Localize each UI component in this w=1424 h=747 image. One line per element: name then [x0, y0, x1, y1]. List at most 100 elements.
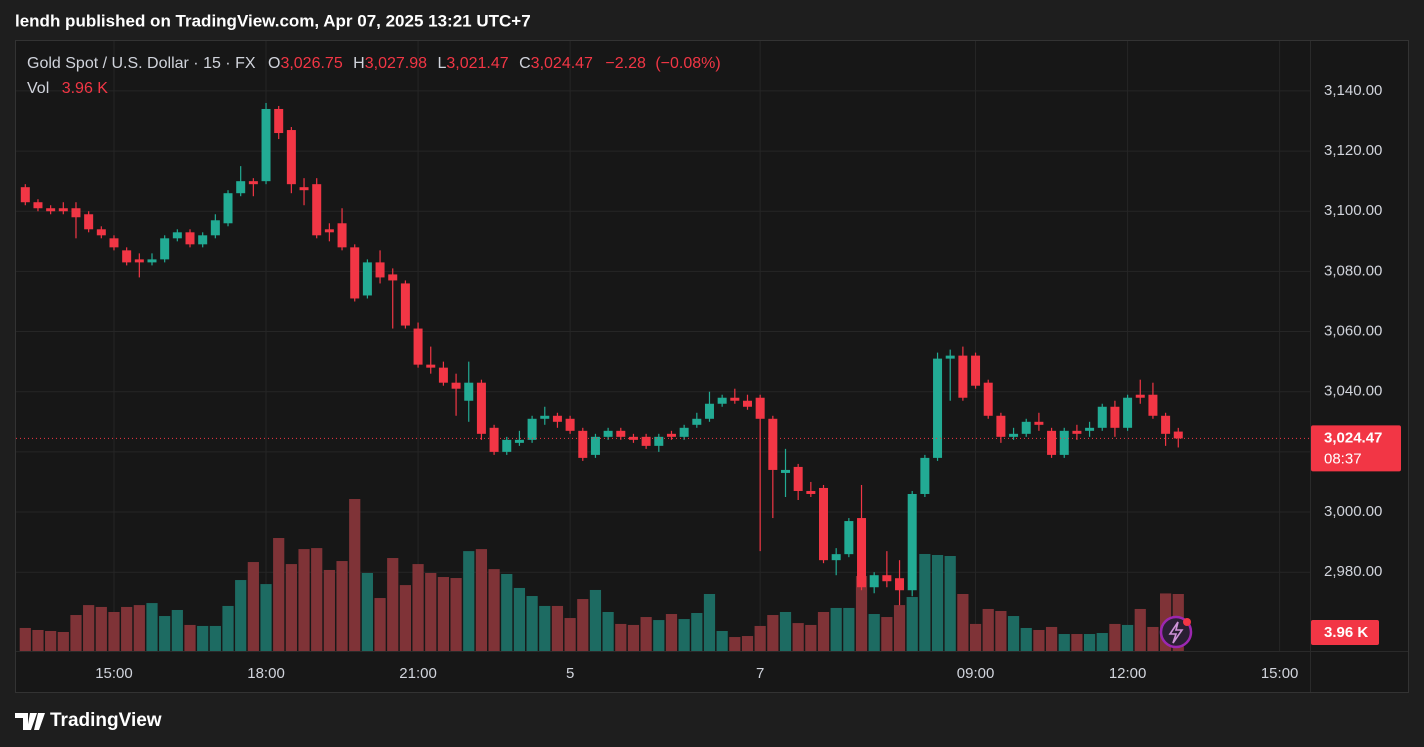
candle-body	[996, 415, 1006, 437]
brand-logo: TradingView	[15, 710, 162, 731]
y-tick-label: 3,100.00	[1324, 202, 1382, 219]
x-tick-label: 21:00	[399, 665, 437, 682]
volume-bar	[919, 553, 931, 651]
high-value: 3,027.98	[365, 55, 427, 72]
candle-body	[704, 403, 714, 419]
candle-body	[350, 247, 360, 299]
candle-body	[933, 358, 943, 458]
volume-legend: Vol 3.96 K	[27, 80, 108, 97]
candle-body	[375, 262, 385, 278]
candle-body	[945, 355, 955, 359]
x-tick-label: 15:00	[1261, 665, 1299, 682]
candle-body	[578, 430, 588, 458]
candle-body	[299, 187, 309, 191]
volume-bar	[691, 613, 703, 651]
volume-bar	[159, 616, 171, 651]
candle-body	[1173, 431, 1183, 439]
volume-bar	[171, 609, 183, 651]
candle-body	[362, 262, 372, 296]
x-tick-label: 12:00	[1109, 665, 1147, 682]
candle-body	[692, 418, 702, 425]
volume-bar	[995, 610, 1007, 651]
volume-bar	[45, 630, 57, 651]
volume-bar	[209, 625, 221, 651]
volume-bar	[1033, 629, 1045, 651]
banner: lendh published on TradingView.com, Apr …	[15, 11, 531, 30]
candle-body	[616, 430, 626, 437]
volume-name: Vol	[27, 80, 49, 97]
candle-body	[857, 518, 867, 588]
volume-bar	[1109, 623, 1121, 651]
volume-bar	[615, 623, 627, 651]
volume-bar	[1020, 627, 1032, 651]
volume-bar	[1083, 634, 1096, 651]
candle-body	[1034, 421, 1044, 425]
volume-bar	[437, 577, 450, 651]
volume-bar	[577, 599, 589, 651]
volume-bar	[513, 587, 526, 651]
candle-body	[489, 427, 499, 452]
y-tick-label: 3,120.00	[1324, 142, 1382, 159]
volume-bar	[260, 584, 272, 651]
candle-body	[400, 283, 410, 326]
volume-bar	[387, 558, 399, 651]
close-name: C	[519, 55, 531, 72]
volume-bar	[311, 548, 323, 651]
volume-bar	[70, 615, 82, 651]
candle-body	[1085, 427, 1095, 431]
candle-body	[590, 436, 600, 455]
candle-body	[907, 493, 917, 591]
volume-bar	[843, 607, 855, 651]
candle-body	[895, 578, 905, 591]
volume-bar	[412, 564, 424, 651]
volume-bar	[767, 615, 779, 651]
candle-body	[502, 439, 512, 452]
candle-body	[806, 490, 816, 494]
alert-icon-ring[interactable]	[1159, 615, 1193, 649]
volume-bar	[665, 614, 678, 651]
volume-bar	[564, 618, 576, 651]
volume-bar	[450, 578, 462, 651]
volume-bar	[95, 606, 107, 651]
volume-bar	[931, 554, 944, 651]
candle-body	[223, 193, 233, 224]
volume-bar	[754, 625, 766, 651]
y-tick-label: 3,040.00	[1324, 383, 1382, 400]
candles	[20, 102, 1183, 606]
volume-bar	[425, 572, 437, 651]
volume-bar	[1007, 616, 1020, 651]
candle-body	[1072, 430, 1082, 434]
symbol: Gold Spot / U.S. Dollar · 15 · FX	[27, 55, 256, 72]
alert-icon-bolt[interactable]	[1168, 621, 1184, 644]
candle-body	[768, 418, 778, 470]
y-tick-label: 3,000.00	[1324, 503, 1382, 520]
candle-body	[324, 229, 334, 233]
volume-bar	[247, 562, 259, 651]
volume-bar	[1147, 626, 1159, 651]
x-tick-label: 09:00	[957, 665, 995, 682]
volume-bar	[298, 549, 310, 651]
volume-bar	[197, 625, 209, 651]
candle-body	[58, 208, 68, 212]
alert-icon[interactable]	[1159, 615, 1193, 649]
open-value: 3,026.75	[280, 55, 342, 72]
volume-bar	[729, 637, 741, 651]
candle-body	[1123, 397, 1133, 428]
volume-bar	[146, 603, 158, 651]
candle-body	[920, 457, 930, 494]
candle-body	[844, 521, 854, 555]
volume-bar	[1096, 633, 1108, 651]
candle-body	[654, 436, 664, 446]
candle-body	[958, 355, 968, 398]
volume-bar	[57, 632, 69, 651]
volume-bar	[881, 617, 893, 651]
volume-bar	[653, 620, 665, 651]
volume-bar	[805, 624, 817, 651]
volume-bar	[1045, 626, 1058, 651]
candle-body	[185, 232, 195, 245]
volume-bar	[273, 538, 285, 651]
volume-bar	[868, 614, 880, 651]
alert-icon-dot[interactable]	[1183, 618, 1191, 626]
y-tick-label: 2,980.00	[1324, 563, 1382, 580]
